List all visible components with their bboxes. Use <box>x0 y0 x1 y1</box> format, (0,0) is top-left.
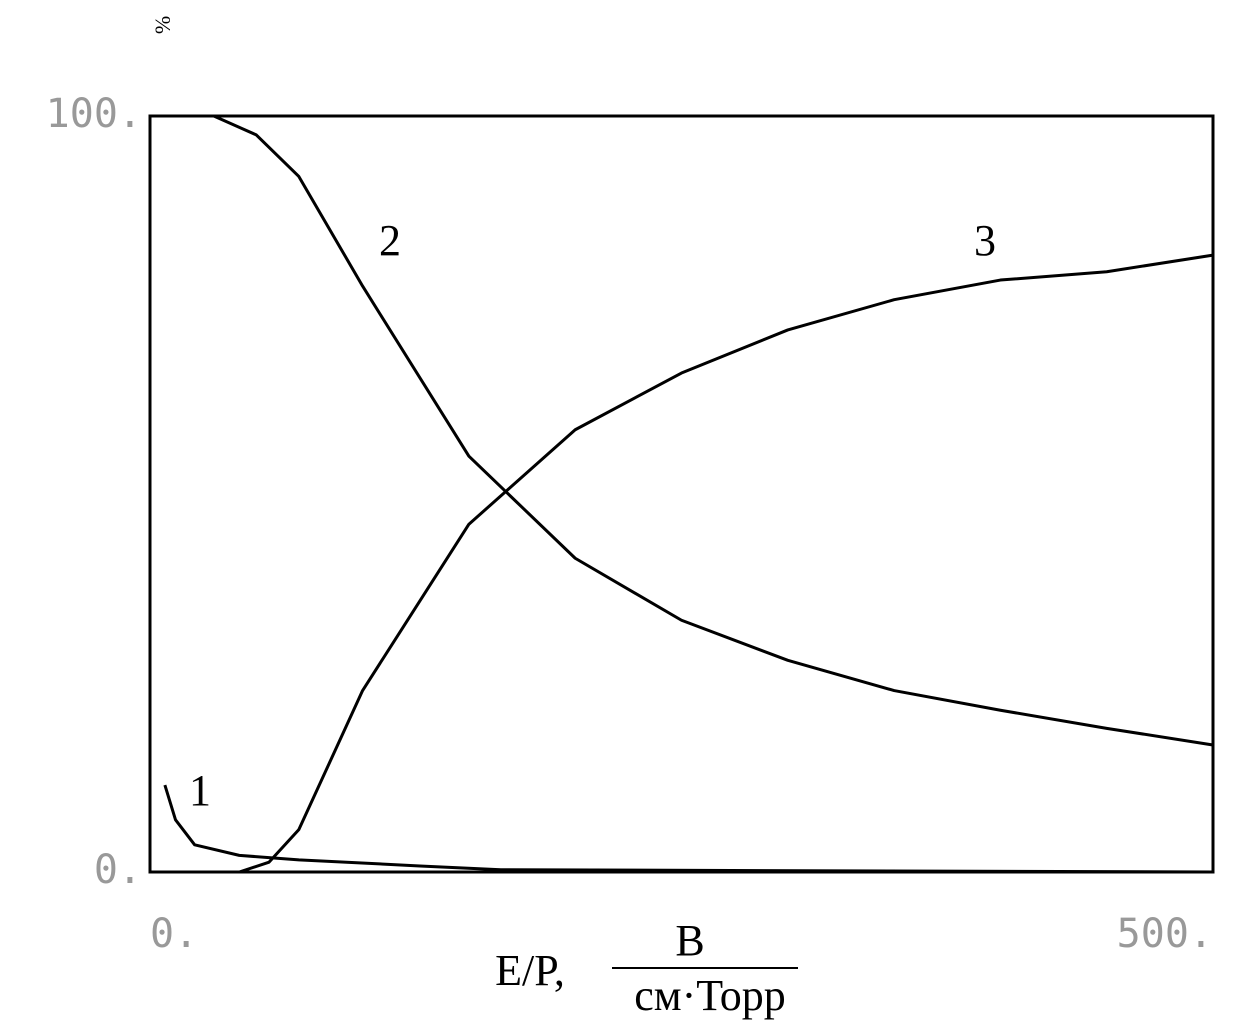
series-label: 1 <box>189 766 211 815</box>
series-label: 2 <box>379 216 401 265</box>
y-tick-label: 100. <box>46 91 142 137</box>
series-line <box>160 114 1214 747</box>
x-unit-denominator: см·Торр <box>634 971 786 1020</box>
y-axis-label: % <box>150 16 175 34</box>
series-line <box>160 253 1214 874</box>
x-tick-label: 0. <box>150 911 198 957</box>
series-line <box>163 784 1214 874</box>
series-label: 3 <box>974 216 996 265</box>
x-tick-label: 500. <box>1117 911 1213 957</box>
x-axis-label: E/P, <box>495 946 565 995</box>
y-tick-label: 0. <box>94 847 142 893</box>
plot-frame <box>148 114 1215 874</box>
x-unit-numerator: В <box>675 916 704 965</box>
